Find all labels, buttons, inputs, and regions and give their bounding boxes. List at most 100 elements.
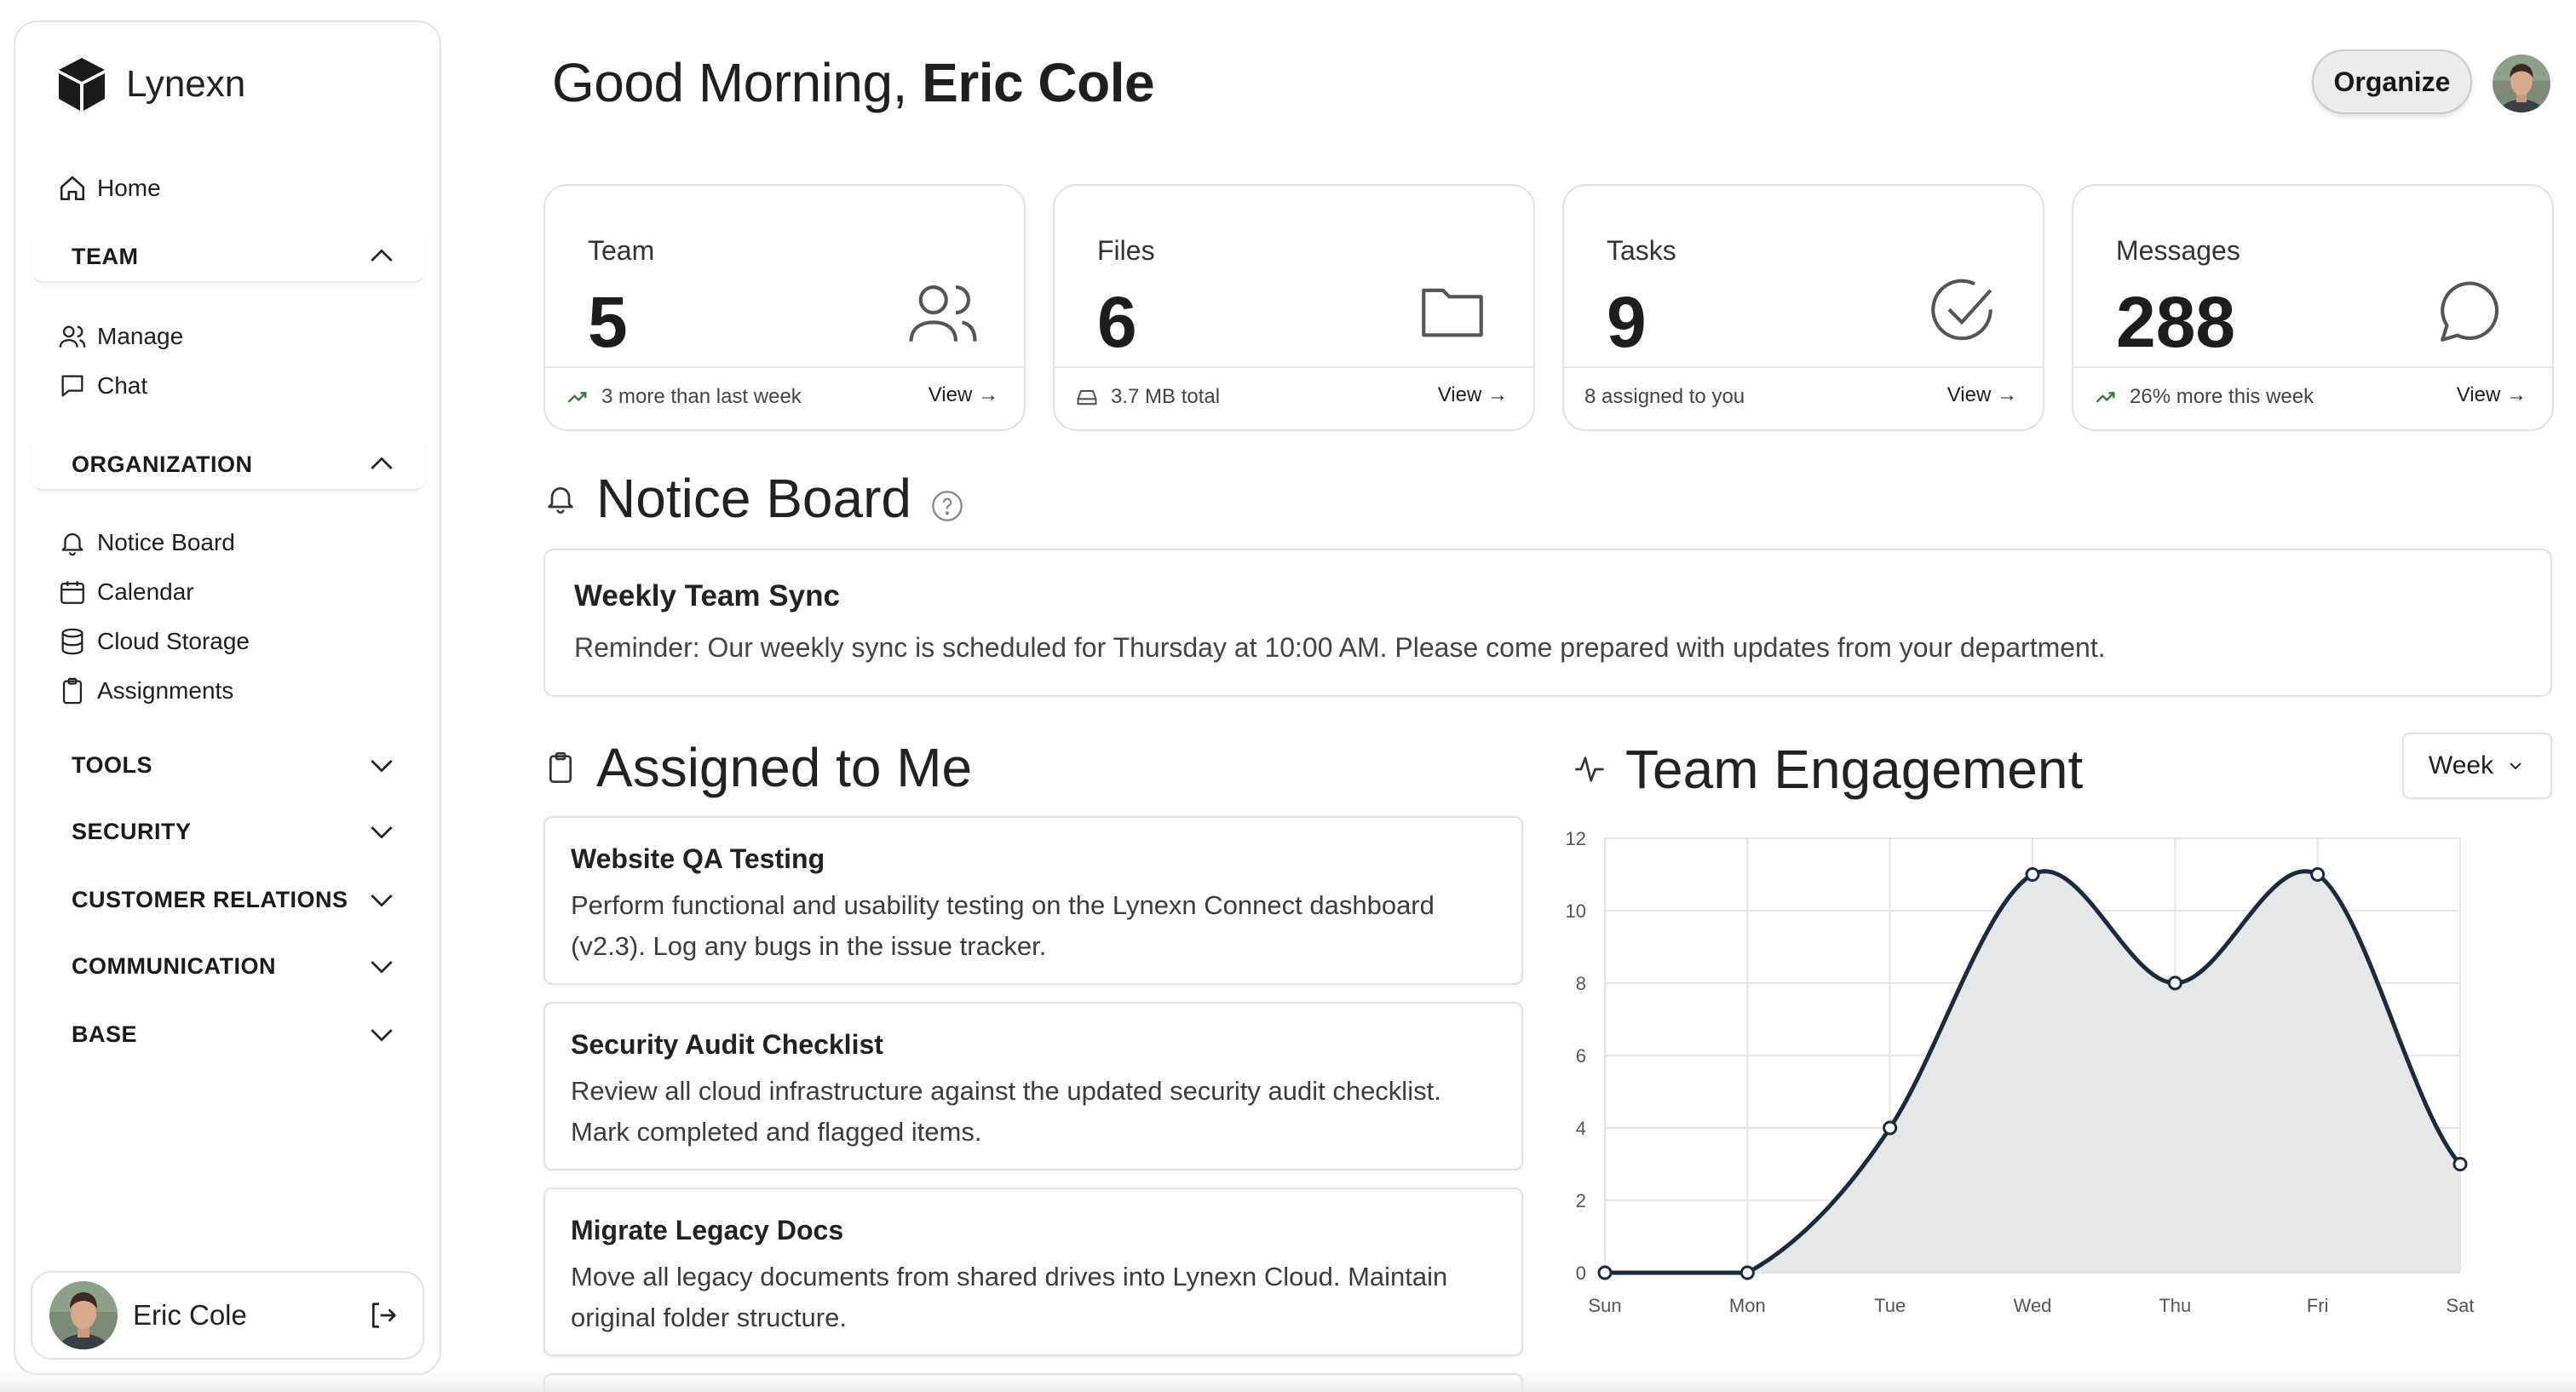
data-point bbox=[1739, 1265, 1755, 1280]
section-title: SECURITY bbox=[72, 818, 192, 844]
help-circle-icon[interactable] bbox=[930, 489, 964, 523]
section-toggle-team[interactable]: TEAM bbox=[32, 232, 424, 283]
sidebar-item-calendar[interactable]: Calendar bbox=[58, 578, 194, 607]
engagement-heading: Team Engagement bbox=[1573, 738, 2083, 801]
cube-logo-icon bbox=[59, 58, 105, 111]
section-heading-text: Assigned to Me bbox=[596, 737, 973, 798]
stat-value: 288 bbox=[2116, 282, 2236, 362]
section-toggle-tools[interactable]: TOOLS bbox=[32, 739, 424, 791]
y-tick-label: 8 bbox=[1576, 973, 1586, 994]
stat-label: Tasks bbox=[1607, 235, 1676, 266]
task-description: Review all cloud infrastructure against … bbox=[571, 1076, 1441, 1147]
section-toggle-base[interactable]: BASE bbox=[32, 1009, 424, 1060]
section-toggle-customer-relations[interactable]: CUSTOMER RELATIONS bbox=[32, 874, 424, 925]
stat-footer-text: 26% more this week bbox=[2130, 385, 2314, 408]
bell-icon bbox=[61, 533, 83, 556]
sidebar-item-notice-board[interactable]: Notice Board bbox=[58, 528, 235, 557]
sidebar: Lynexn Home TEAM Manage Chat ORGANIZATIO… bbox=[14, 20, 441, 1375]
chevron-down-icon bbox=[371, 894, 393, 907]
task-title: Website QA Testing bbox=[571, 843, 825, 874]
home-icon bbox=[60, 175, 85, 201]
task-card[interactable]: Migrate Legacy Docs Move all legacy docu… bbox=[543, 1188, 1523, 1356]
stat-card-messages: Messages 288 26% more this week View → bbox=[2072, 184, 2554, 431]
x-tick-label: Sat bbox=[2446, 1295, 2474, 1316]
stat-footer: 26% more this week bbox=[2094, 385, 2314, 409]
data-point bbox=[2310, 867, 2326, 882]
clipboard-icon bbox=[549, 752, 572, 783]
view-link[interactable]: View → bbox=[928, 383, 998, 406]
stat-label: Files bbox=[1097, 235, 1155, 266]
section-title: ORGANIZATION bbox=[72, 451, 253, 477]
notice-title: Weekly Team Sync bbox=[574, 579, 840, 613]
chevron-down-icon bbox=[2510, 762, 2521, 770]
section-heading-text: Team Engagement bbox=[1625, 739, 2084, 800]
section-toggle-security[interactable]: SECURITY bbox=[32, 806, 424, 857]
sidebar-item-label: Cloud Storage bbox=[97, 628, 250, 654]
data-point bbox=[2167, 975, 2182, 991]
sidebar-item-label: Manage bbox=[97, 323, 184, 349]
chevron-up-icon bbox=[371, 249, 393, 262]
task-card[interactable]: Security Audit Checklist Review all clou… bbox=[543, 1002, 1523, 1171]
section-title: TOOLS bbox=[72, 751, 153, 778]
task-card[interactable]: Website QA Testing Perform functional an… bbox=[543, 816, 1523, 985]
chevron-down-icon bbox=[371, 1029, 393, 1042]
stat-footer-text: 3.7 MB total bbox=[1111, 385, 1221, 408]
user-card: Eric Cole bbox=[31, 1271, 424, 1360]
view-link[interactable]: View → bbox=[2456, 383, 2527, 406]
y-tick-label: 0 bbox=[1576, 1263, 1586, 1284]
organize-button[interactable]: Organize bbox=[2312, 49, 2472, 114]
y-tick-label: 12 bbox=[1566, 828, 1586, 849]
users-icon bbox=[59, 325, 86, 348]
notice-text: Reminder: Our weekly sync is scheduled f… bbox=[574, 632, 2106, 663]
section-toggle-communication[interactable]: COMMUNICATION bbox=[32, 940, 424, 992]
sidebar-item-label: Notice Board bbox=[97, 529, 235, 555]
sidebar-item-manage[interactable]: Manage bbox=[58, 322, 183, 351]
stat-footer: 3.7 MB total bbox=[1075, 385, 1220, 409]
header-avatar[interactable] bbox=[2493, 55, 2550, 112]
user-name: Eric Cole bbox=[133, 1299, 247, 1331]
greeting-name: Eric Cole bbox=[922, 52, 1155, 113]
check-circle-icon bbox=[1931, 279, 1992, 341]
stat-card-files: Files 6 3.7 MB total View → bbox=[1053, 184, 1535, 431]
chevron-down-icon bbox=[371, 760, 393, 773]
data-point bbox=[2025, 867, 2040, 882]
y-tick-label: 2 bbox=[1576, 1190, 1586, 1211]
clipboard-icon bbox=[62, 677, 83, 705]
y-tick-label: 10 bbox=[1566, 900, 1586, 922]
trending-up-icon bbox=[567, 392, 587, 403]
sidebar-item-label: Calendar bbox=[97, 578, 194, 605]
data-point bbox=[2452, 1157, 2468, 1171]
section-title: BASE bbox=[72, 1021, 138, 1047]
activity-icon bbox=[1575, 756, 1604, 782]
greeting-text: Good Morning, bbox=[552, 52, 907, 113]
stat-footer-text: 3 more than last week bbox=[601, 385, 802, 408]
period-select[interactable]: Week bbox=[2402, 733, 2552, 799]
brand-name: Lynexn bbox=[126, 63, 246, 105]
y-tick-label: 4 bbox=[1576, 1118, 1586, 1139]
section-title: COMMUNICATION bbox=[72, 952, 276, 979]
sidebar-item-label: Chat bbox=[97, 372, 148, 399]
logout-icon[interactable] bbox=[366, 1298, 400, 1332]
task-description: Move all legacy documents from shared dr… bbox=[571, 1262, 1448, 1332]
sidebar-item-chat[interactable]: Chat bbox=[58, 371, 147, 400]
stat-card-tasks: Tasks 9 8 assigned to you View → bbox=[1562, 184, 2044, 431]
sidebar-item-assignments[interactable]: Assignments bbox=[58, 676, 233, 705]
section-title: CUSTOMER RELATIONS bbox=[72, 886, 348, 912]
message-circle-icon bbox=[2441, 281, 2499, 342]
x-tick-label: Wed bbox=[2014, 1295, 2052, 1316]
trending-up-icon bbox=[2096, 392, 2115, 403]
notice-card[interactable]: Weekly Team Sync Reminder: Our weekly sy… bbox=[543, 549, 2552, 697]
brand[interactable]: Lynexn bbox=[56, 56, 245, 112]
bottom-fade bbox=[0, 1370, 2576, 1392]
avatar[interactable] bbox=[49, 1281, 118, 1349]
chevron-down-icon bbox=[371, 826, 393, 839]
view-link[interactable]: View → bbox=[1437, 383, 1508, 406]
folder-icon bbox=[1422, 288, 1483, 337]
stat-card-team: Team 5 3 more than last week View → bbox=[543, 184, 1026, 431]
stat-footer: 3 more than last week bbox=[566, 385, 802, 409]
section-toggle-organization[interactable]: ORGANIZATION bbox=[32, 440, 424, 491]
sidebar-item-home[interactable]: Home bbox=[58, 174, 161, 203]
view-link[interactable]: View → bbox=[1946, 383, 2017, 406]
sidebar-item-cloud-storage[interactable]: Cloud Storage bbox=[58, 627, 250, 656]
stat-value: 9 bbox=[1607, 282, 1647, 362]
